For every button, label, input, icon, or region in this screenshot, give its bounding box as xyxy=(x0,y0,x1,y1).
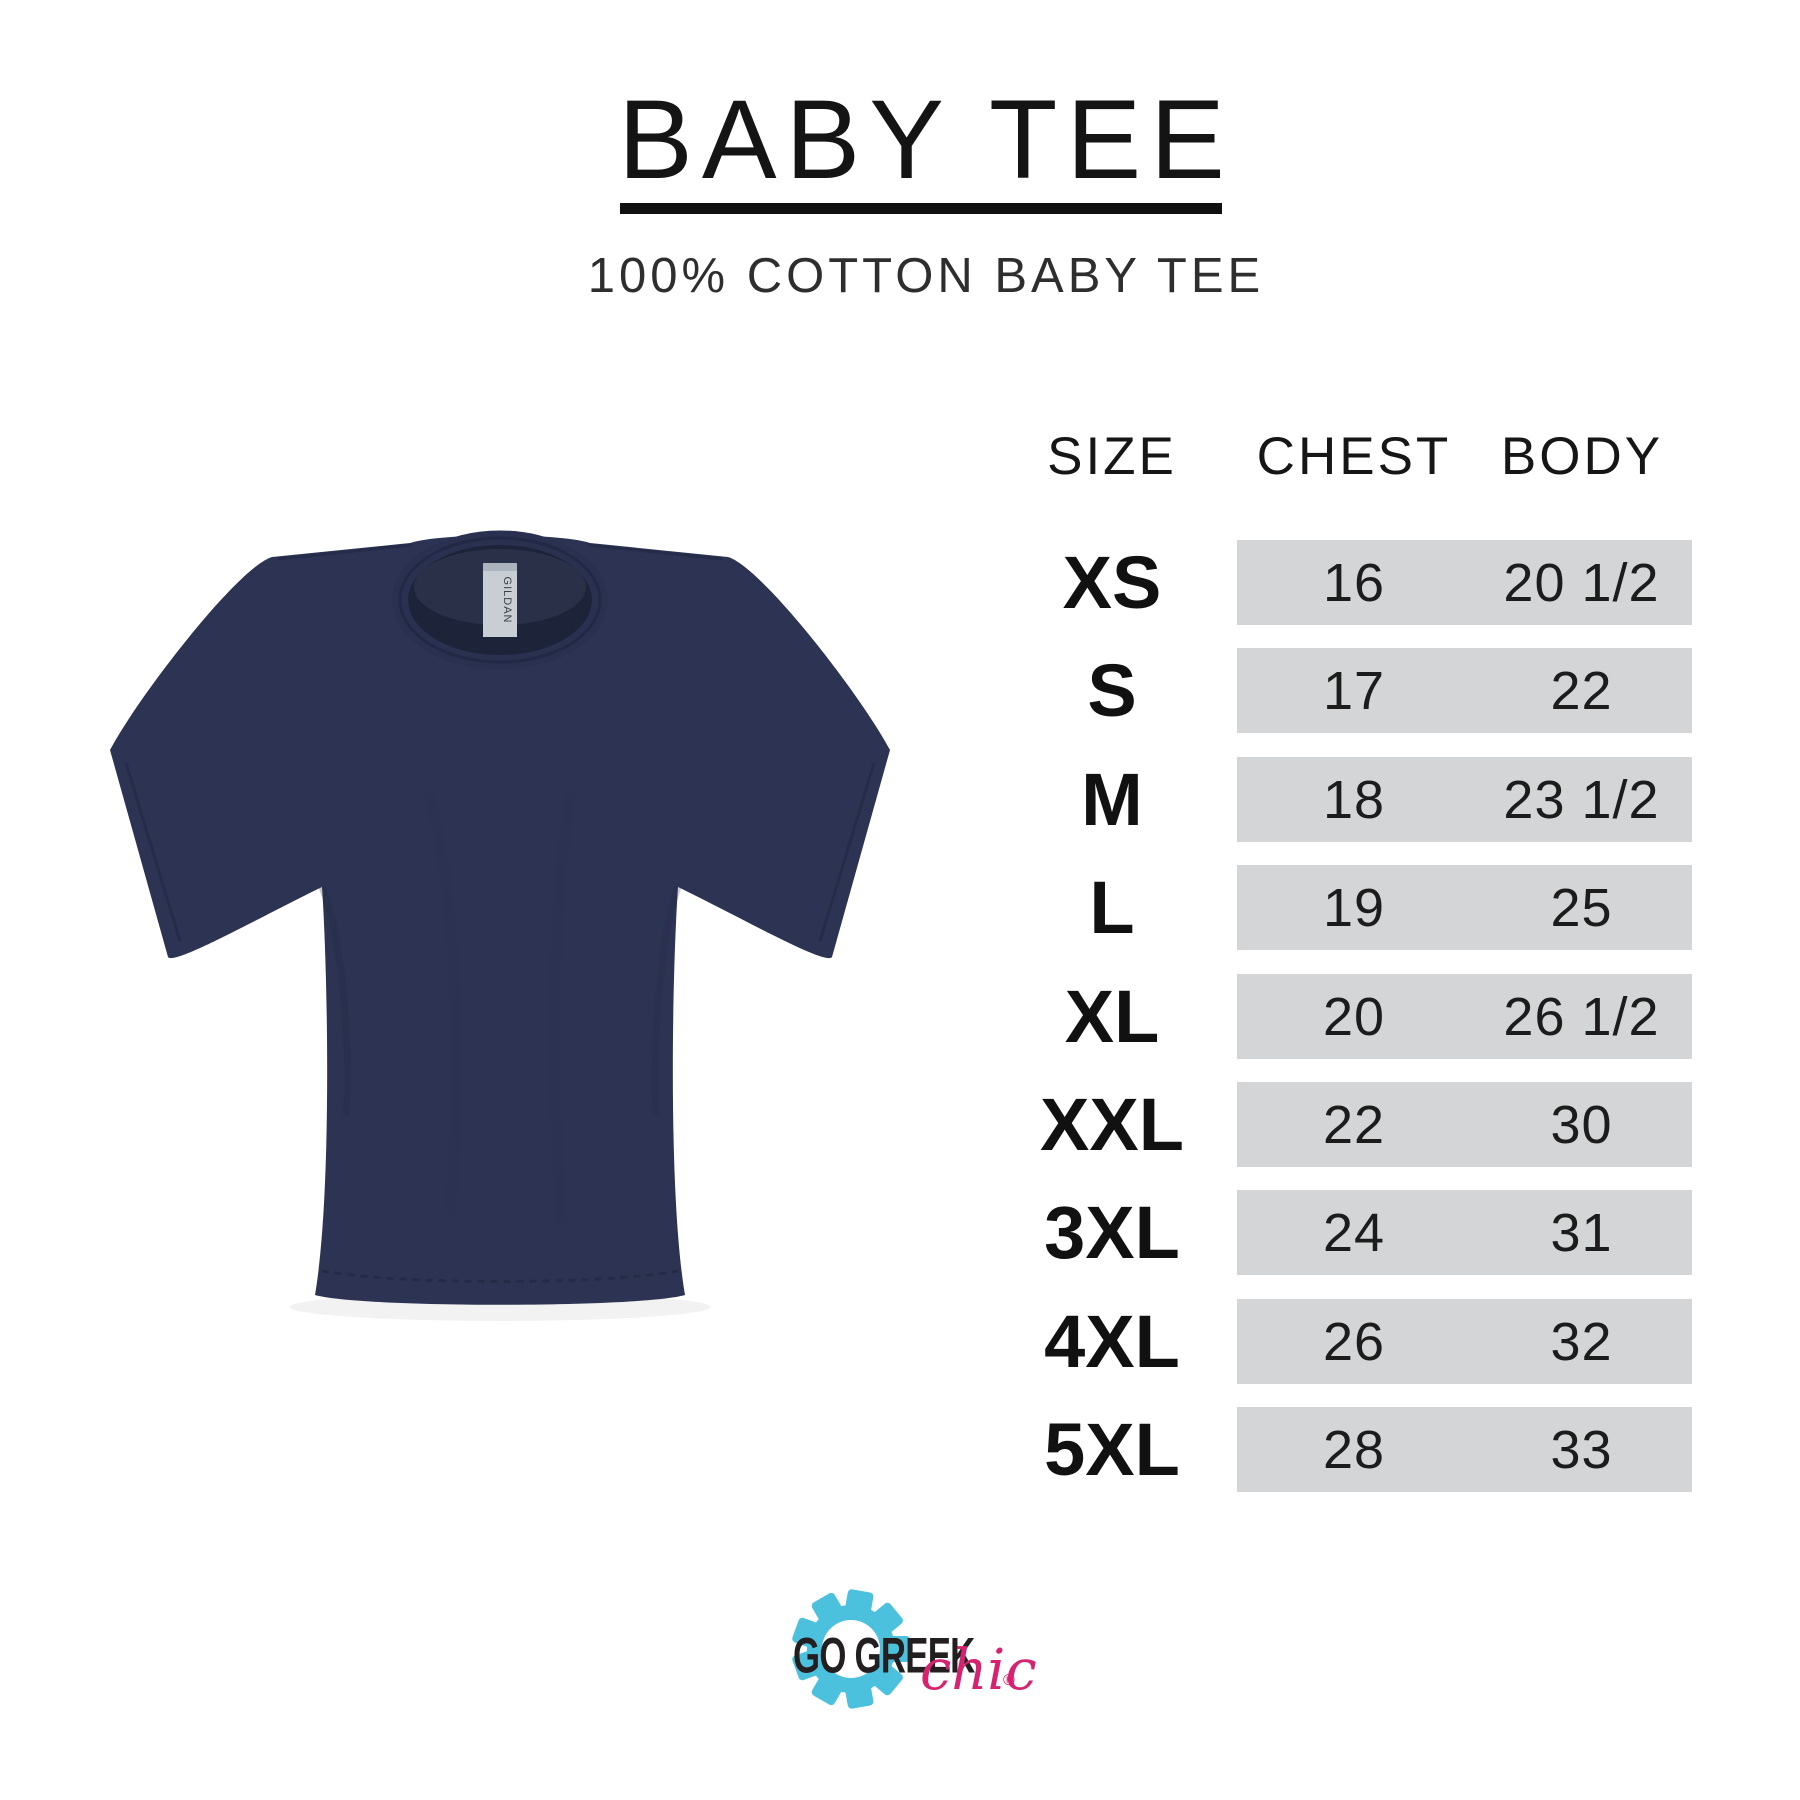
table-row: 18 23 1/2 xyxy=(1237,757,1692,842)
logo-script-word: chic xyxy=(920,1638,1037,1703)
logo-wordmark: GO GREEK xyxy=(793,1627,975,1684)
body-value: 33 xyxy=(1550,1419,1613,1480)
fold-shadow-left xyxy=(318,885,352,1116)
collar-outer-stitch xyxy=(398,536,602,664)
chest-value: 20 xyxy=(1322,986,1386,1047)
column-header-size: SIZE xyxy=(1047,427,1177,486)
body-value: 32 xyxy=(1550,1311,1613,1372)
size-label-xl: XL xyxy=(1064,975,1160,1058)
body-value: 25 xyxy=(1550,877,1613,938)
body-value: 30 xyxy=(1550,1094,1613,1155)
size-label-l: L xyxy=(1089,866,1135,949)
right-sleeve-stitch xyxy=(818,762,876,942)
fold-shadow-right xyxy=(651,885,682,1116)
body-value: 20 1/2 xyxy=(1503,552,1660,613)
right-shoulder-seam xyxy=(587,543,723,561)
column-header-chest: CHEST xyxy=(1256,427,1452,486)
chest-value: 18 xyxy=(1322,769,1386,830)
left-shoulder-seam xyxy=(277,543,413,561)
size-label-xxl: XXL xyxy=(1040,1083,1184,1166)
page-subtitle: 100% COTTON BABY TEE xyxy=(587,249,1265,303)
size-label-xs: XS xyxy=(1062,541,1162,624)
chest-value: 19 xyxy=(1322,877,1386,938)
left-sleeve-stitch xyxy=(124,762,182,942)
table-row: 19 25 xyxy=(1237,865,1692,950)
chest-value: 24 xyxy=(1322,1202,1386,1263)
tshirt-body xyxy=(110,535,890,1305)
table-row: 24 31 xyxy=(1237,1190,1692,1275)
fold-center-left xyxy=(425,793,461,1216)
body-value: 23 1/2 xyxy=(1503,769,1660,830)
body-value: 31 xyxy=(1550,1202,1613,1263)
body-value: 26 1/2 xyxy=(1503,986,1660,1047)
tshirt-product-image: GILDAN xyxy=(110,530,890,1321)
page-title: BABY TEE xyxy=(618,77,1234,202)
table-row: 26 32 xyxy=(1237,1299,1692,1384)
size-label-m: M xyxy=(1081,758,1143,841)
neck-tag-text: GILDAN xyxy=(501,577,513,624)
column-header-body: BODY xyxy=(1500,427,1664,486)
table-row: 28 33 xyxy=(1237,1407,1692,1492)
registered-trademark-symbol: ® xyxy=(1003,1672,1015,1689)
body-value: 22 xyxy=(1550,660,1613,721)
table-row: 22 30 xyxy=(1237,1082,1692,1167)
table-row: 16 20 1/2 xyxy=(1237,540,1692,625)
chest-value: 28 xyxy=(1322,1419,1386,1480)
table-row: 20 26 1/2 xyxy=(1237,974,1692,1059)
size-label-4xl: 4XL xyxy=(1044,1300,1180,1383)
chest-value: 17 xyxy=(1322,660,1386,721)
title-underline xyxy=(620,203,1222,214)
gear-icon xyxy=(792,1589,910,1709)
size-label-s: S xyxy=(1087,649,1137,732)
fold-center-right xyxy=(549,794,575,1226)
size-label-3xl: 3XL xyxy=(1044,1191,1180,1274)
size-label-5xl: 5XL xyxy=(1044,1408,1180,1491)
neck-tag: GILDAN xyxy=(483,563,517,637)
chest-value: 26 xyxy=(1322,1311,1386,1372)
chest-value: 16 xyxy=(1322,552,1386,613)
chest-value: 22 xyxy=(1322,1094,1386,1155)
table-row: 17 22 xyxy=(1237,648,1692,733)
